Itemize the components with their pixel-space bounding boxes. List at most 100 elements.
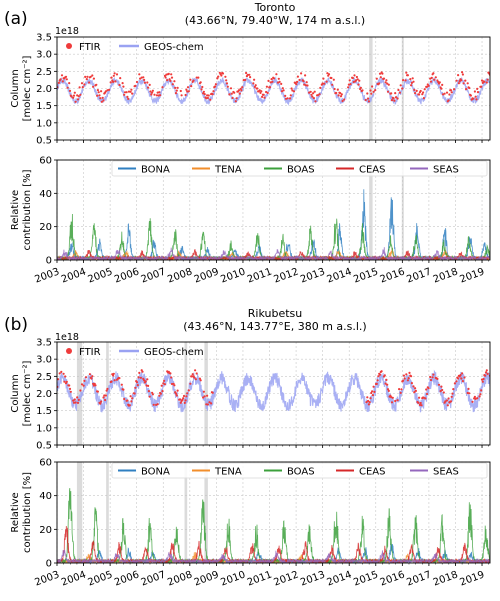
ftir-point bbox=[355, 79, 358, 82]
y-tick-label: 40 bbox=[39, 491, 52, 502]
ftir-point bbox=[414, 92, 417, 95]
ftir-point bbox=[77, 398, 80, 401]
legend-boas-label: BOAS bbox=[287, 467, 315, 478]
ftir-point bbox=[371, 85, 374, 88]
ftir-point bbox=[386, 82, 389, 85]
ftir-point bbox=[412, 385, 415, 388]
ftir-point bbox=[385, 378, 388, 381]
ftir-point bbox=[485, 369, 488, 372]
ftir-point bbox=[245, 71, 248, 75]
plot-frame bbox=[56, 159, 491, 261]
ftir-point bbox=[286, 97, 289, 100]
ftir-point bbox=[253, 78, 256, 81]
ftir-point bbox=[195, 76, 198, 79]
ftir-point bbox=[161, 86, 164, 89]
plot-frame bbox=[56, 461, 491, 564]
legend-geos-chem-label: GEOS-chem bbox=[144, 347, 204, 358]
ftir-point bbox=[104, 398, 107, 402]
ftir-point bbox=[411, 77, 414, 80]
x-tick-label: 2010 bbox=[219, 569, 247, 588]
ftir-point bbox=[333, 87, 336, 91]
ftir-point bbox=[262, 93, 265, 96]
ftir-point bbox=[104, 90, 107, 93]
ftir-point bbox=[112, 372, 115, 375]
ftir-point bbox=[369, 89, 372, 92]
ftir-point bbox=[206, 96, 209, 100]
ftir-point bbox=[406, 74, 409, 77]
ftir-point bbox=[370, 92, 373, 95]
ftir-point bbox=[450, 91, 453, 94]
multiplier-a: 1e18 bbox=[55, 26, 79, 37]
ftir-point bbox=[185, 395, 188, 398]
ftir-point bbox=[105, 389, 108, 392]
ftir-point bbox=[189, 78, 192, 81]
x-tick-label: 2003 bbox=[33, 569, 61, 588]
ftir-point bbox=[366, 92, 369, 95]
ftir-point bbox=[171, 83, 174, 86]
ftir-point bbox=[296, 75, 299, 78]
ftir-point bbox=[123, 91, 127, 94]
ftir-point bbox=[122, 85, 125, 88]
ftir-point bbox=[231, 96, 234, 100]
ftir-point bbox=[205, 403, 208, 406]
ftir-point bbox=[393, 99, 396, 102]
ftir-point bbox=[115, 73, 119, 76]
ftir-point bbox=[384, 81, 387, 84]
ftir-point bbox=[99, 97, 102, 100]
y-tick-label: 40 bbox=[39, 189, 52, 200]
ftir-point bbox=[104, 394, 107, 397]
ftir-point bbox=[263, 96, 266, 99]
plot-content bbox=[57, 369, 490, 413]
shaded-band bbox=[204, 462, 208, 563]
ftir-point bbox=[109, 81, 112, 84]
ftir-point bbox=[225, 82, 229, 85]
ftir-point bbox=[371, 390, 374, 393]
ftir-point bbox=[464, 79, 467, 82]
ftir-point bbox=[348, 79, 351, 82]
ftir-point bbox=[381, 72, 384, 75]
ftir-point bbox=[158, 91, 161, 94]
ftir-point bbox=[415, 89, 418, 92]
ftir-point bbox=[394, 399, 397, 403]
ftir-point bbox=[387, 389, 390, 392]
ftir-point bbox=[404, 79, 407, 82]
ftir-point bbox=[252, 82, 255, 85]
x-tick-label: 2018 bbox=[432, 266, 460, 285]
ftir-point bbox=[126, 399, 129, 402]
ftir-point bbox=[130, 400, 133, 403]
ftir-point bbox=[125, 91, 128, 94]
ftir-point bbox=[461, 380, 464, 383]
ftir-point bbox=[175, 394, 178, 397]
ftir-point bbox=[131, 92, 134, 95]
ftir-point bbox=[185, 88, 188, 91]
ftir-point bbox=[159, 94, 162, 97]
ftir-point bbox=[370, 391, 373, 395]
ftir-point bbox=[321, 82, 324, 85]
ftir-point bbox=[84, 75, 87, 78]
x-tick-label: 2019 bbox=[458, 266, 486, 285]
ftir-point bbox=[357, 83, 360, 86]
ftir-point bbox=[233, 91, 236, 94]
ftir-point bbox=[160, 384, 163, 387]
legend-ftir-label: FTIR bbox=[79, 42, 101, 53]
ftir-point bbox=[174, 92, 178, 95]
ftir-point bbox=[448, 93, 451, 96]
ftir-point bbox=[253, 85, 256, 88]
series-geos-chem-line bbox=[57, 75, 490, 106]
ftir-point bbox=[366, 396, 369, 399]
ftir-point bbox=[468, 86, 471, 90]
ftir-point bbox=[419, 401, 422, 405]
ftir-point bbox=[135, 381, 139, 384]
ftir-point bbox=[316, 94, 319, 97]
ftir-point bbox=[356, 78, 359, 81]
ftir-point bbox=[96, 390, 99, 393]
legend-boas-label: BOAS bbox=[287, 165, 315, 176]
ftir-point bbox=[436, 377, 439, 380]
x-tick-label: 2006 bbox=[113, 266, 141, 285]
ftir-point bbox=[473, 90, 476, 93]
ftir-point bbox=[80, 383, 84, 386]
ftir-point bbox=[88, 373, 91, 376]
ftir-point bbox=[441, 388, 444, 392]
ftir-point bbox=[151, 393, 154, 396]
